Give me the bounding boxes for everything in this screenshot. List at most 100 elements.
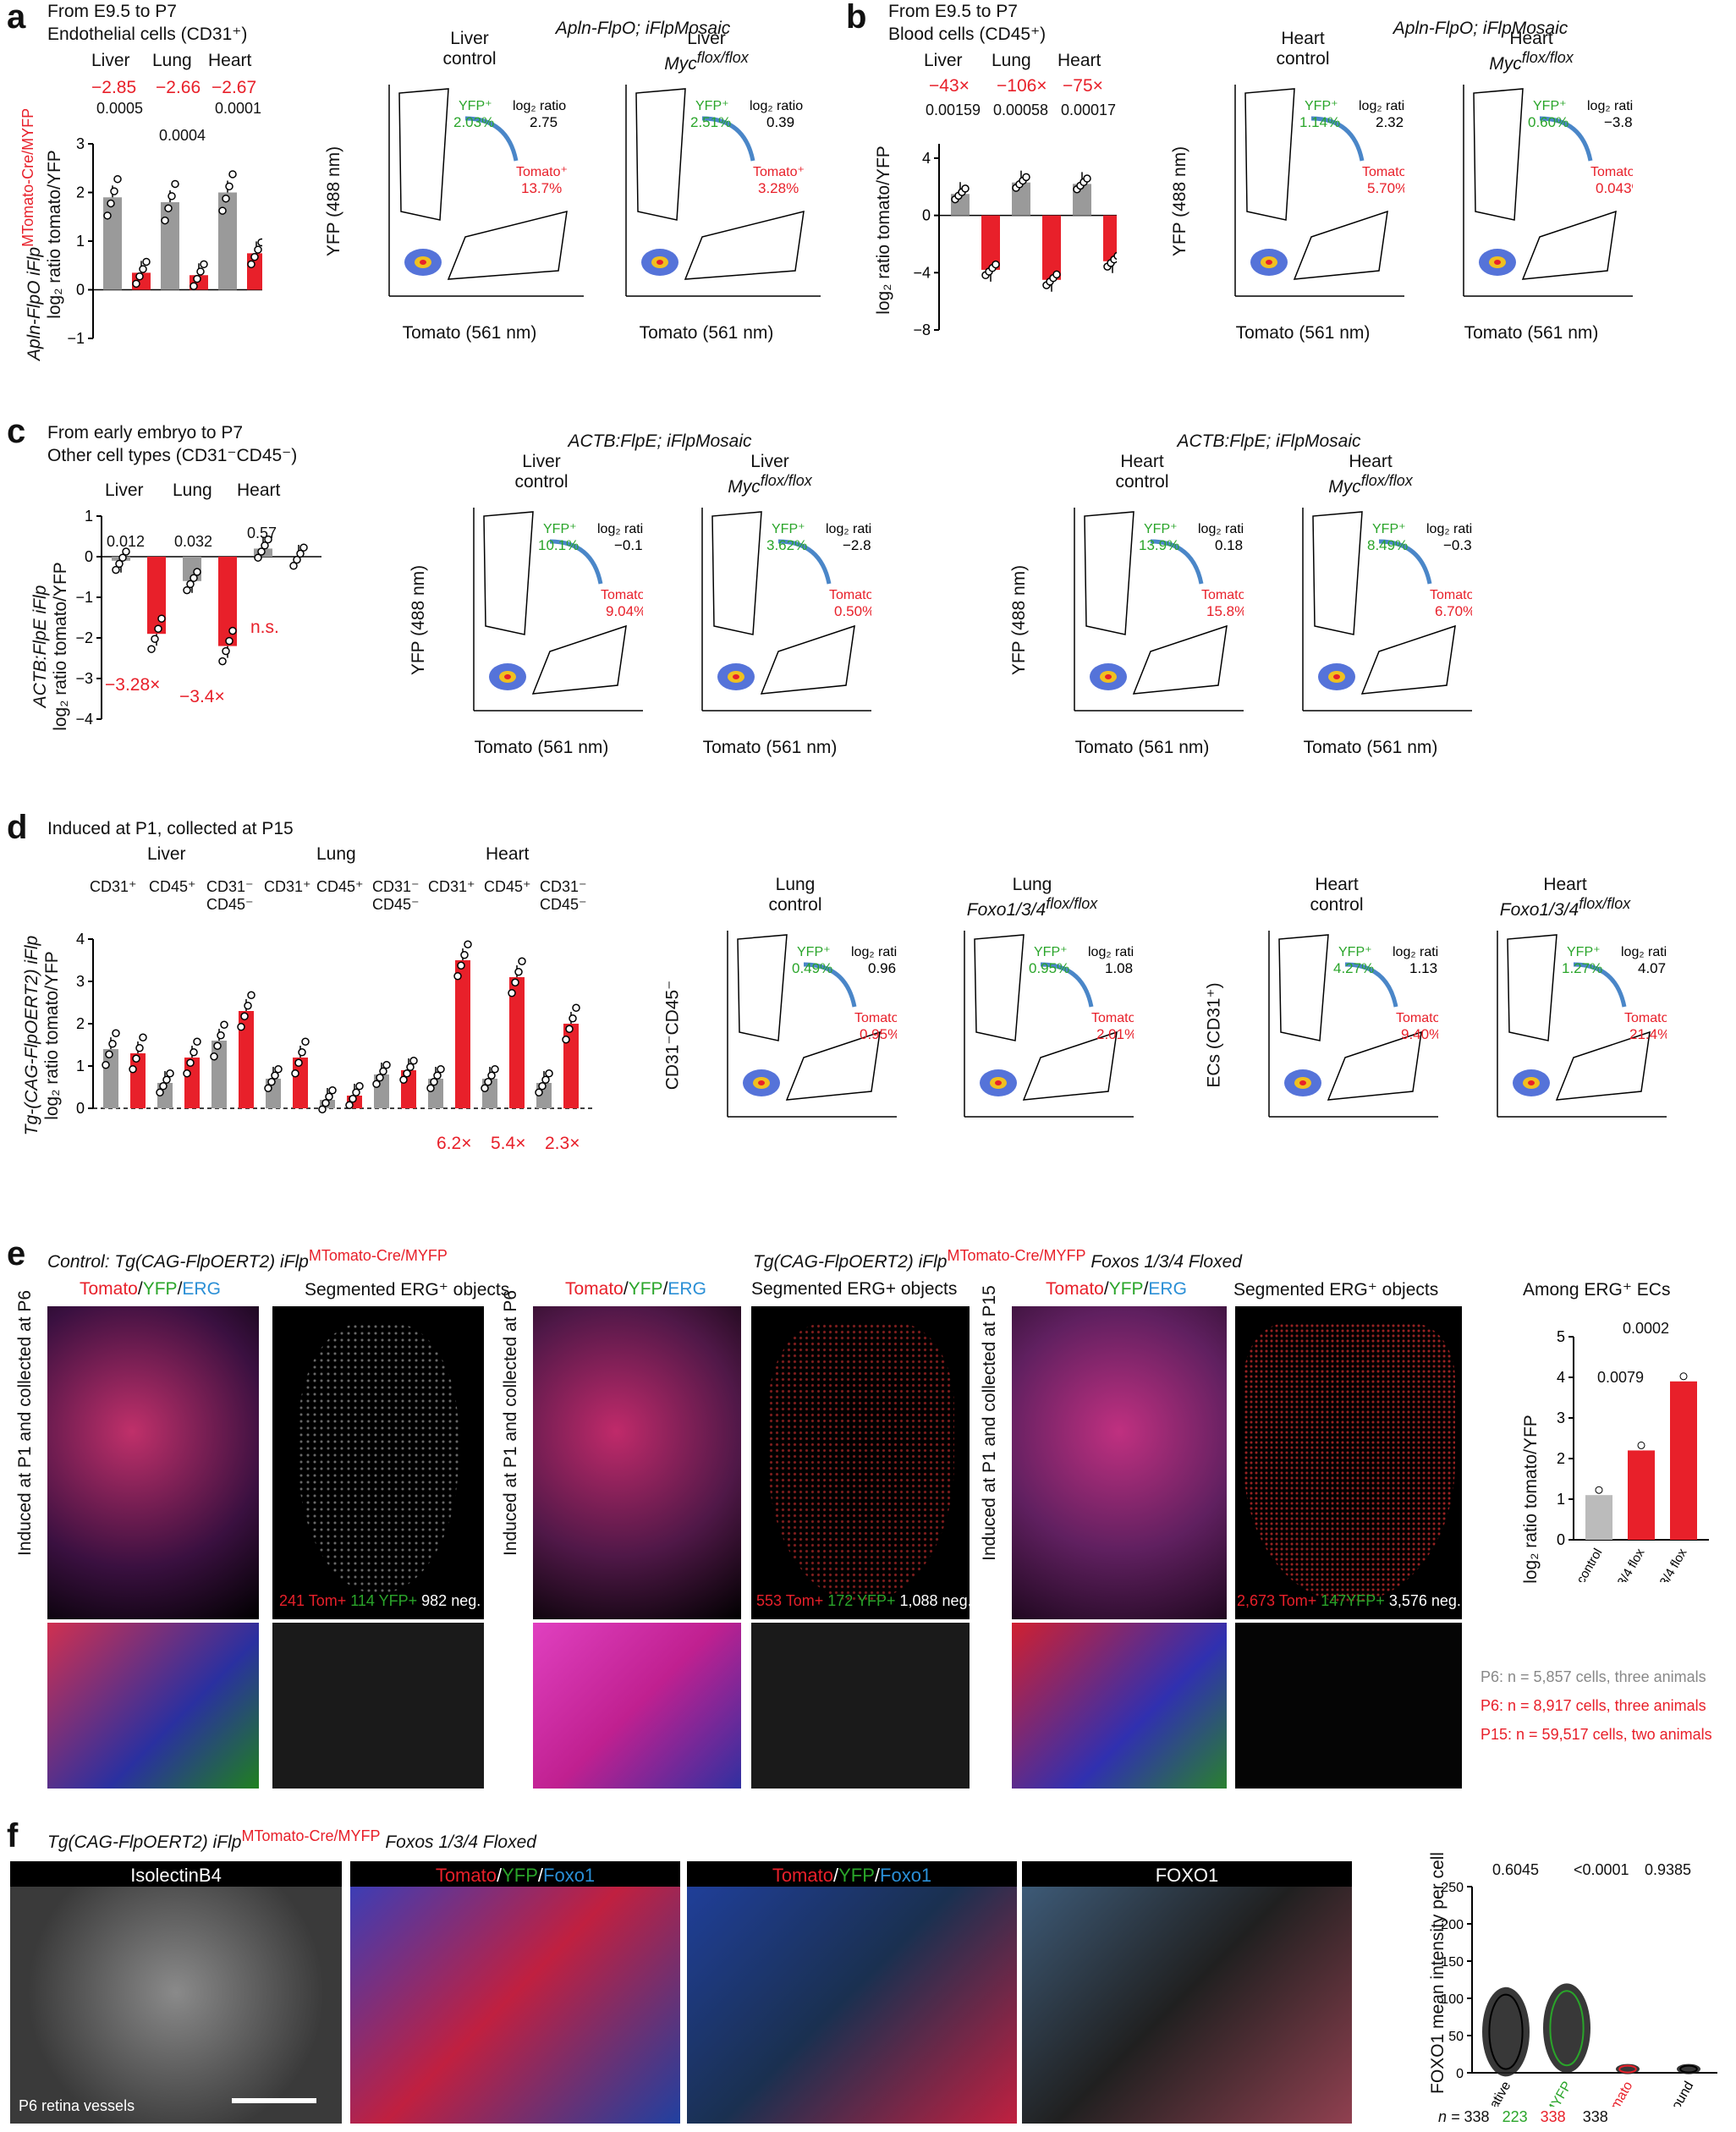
tomato-gate-label: Tomato⁺: [1201, 588, 1244, 602]
y-tick-label: 0: [76, 282, 85, 299]
data-point: [349, 1095, 357, 1103]
panel-b-organ-lung: Lung: [992, 51, 1031, 70]
panel-f-image-label-3: Tomato/YFP/Foxo1: [772, 1865, 932, 1886]
data-point: [296, 549, 305, 558]
data-point: [355, 1082, 364, 1091]
panel-c-organ-lung: Lung: [173, 481, 212, 500]
flow-plot-title: Lung Foxo1/3/4flox/flox: [966, 875, 1098, 920]
flow-cytometry-plot: YFP⁺4.27% log₂ ratio1.13 Tomato⁺9.40%: [1268, 931, 1438, 1118]
panel-e-image-3-overview: [1012, 1306, 1227, 1619]
bar: [455, 960, 470, 1108]
panel-a-flow-title: Apln-FlpO; iFlpMosaic: [555, 19, 731, 38]
tomato-gate: [1327, 1030, 1422, 1101]
flow-plot-title: Heart control: [1310, 875, 1364, 915]
celltype-heart-cd45: CD45⁺: [484, 878, 531, 895]
log2-ratio-label: log₂ ratio: [1426, 522, 1472, 536]
log2-ratio-label: log₂ ratio: [750, 99, 803, 113]
violin-outline: [1488, 1993, 1524, 2070]
log2-ratio-value: 2.75: [530, 114, 558, 130]
panel-e-image-1-segmented: [272, 1306, 484, 1619]
data-point: [213, 1041, 222, 1050]
tomato-gate-label: Tomato⁺: [516, 165, 568, 179]
data-point: [156, 1088, 164, 1096]
panel-a-p-heart: 0.0001: [215, 100, 262, 117]
log2-ratio-value: 4.07: [1638, 960, 1666, 976]
log2-ratio-label: log₂ ratio: [513, 99, 566, 113]
y-tick-label: 1: [85, 508, 93, 525]
bar: [509, 977, 525, 1108]
log2-ratio-value: 2.32: [1376, 114, 1404, 130]
data-point: [457, 961, 465, 970]
celltype-lung-cd31: CD31⁺: [264, 878, 311, 895]
panel-e-chart-title: Among ERG⁺ ECs: [1523, 1280, 1671, 1300]
yfp-gate: [483, 511, 534, 635]
panel-e-p-2: 0.0002: [1623, 1320, 1670, 1337]
panel-e-channel-label-3: Tomato/YFP/ERG: [1046, 1279, 1187, 1299]
panel-a-ylabel-line1: Apln-FlpO iFlp: [25, 246, 44, 361]
yfp-percent: 0.95%: [1029, 960, 1069, 976]
flow-x-label: Tomato (561 nm): [402, 323, 537, 343]
log2-ratio-value: −0.16: [614, 537, 643, 553]
log2-arc: [803, 962, 857, 1008]
data-point: [257, 547, 266, 556]
panel-e-seg-label-1: Segmented ERG⁺ objects: [305, 1280, 510, 1300]
data-point: [382, 1061, 391, 1069]
data-point: [151, 635, 159, 643]
y-tick-label: −8: [913, 321, 931, 338]
log2-arc: [1573, 962, 1627, 1008]
yfp-percent: 4.27%: [1333, 960, 1374, 976]
n-mtomato: 338: [1540, 2108, 1566, 2125]
data-point: [210, 1052, 218, 1061]
log2-ratio-label: log₂ ratio: [1587, 99, 1633, 113]
yfp-gate: [398, 88, 449, 221]
data-point: [541, 1075, 550, 1084]
bar: [1585, 1495, 1612, 1540]
y-tick-label: 0: [922, 207, 931, 224]
yfp-percent: 1.14%: [1299, 114, 1340, 130]
panel-b-ylabel: log₂ ratio tomato/YFP: [874, 146, 893, 315]
celltype-lung-cd45: CD45⁺: [316, 878, 364, 895]
n-myfp: 223: [1502, 2108, 1528, 2125]
panel-d-fold-1: 6.2×: [437, 1134, 472, 1153]
data-point: [161, 216, 169, 225]
data-point: [321, 1099, 330, 1107]
data-point: [298, 1048, 306, 1057]
log2-arc: [549, 539, 603, 585]
celltype-lung-dn: CD31⁻ CD45⁻: [372, 878, 420, 913]
yfp-gate: [974, 934, 1025, 1041]
panel-e-image-1-zoom-seg: [272, 1623, 484, 1789]
log2-arc: [464, 116, 519, 162]
tomato-percent: 21.4%: [1629, 1026, 1667, 1042]
data-point: [545, 1069, 553, 1078]
panel-e-note-1: P6: n = 5,857 cells, three animals: [1481, 1668, 1706, 1685]
yfp-gate: [711, 511, 762, 635]
flow-plot-title: Lung control: [768, 875, 822, 915]
data-point: [399, 1075, 408, 1084]
log2-arc: [1539, 116, 1593, 162]
panel-e-control-title-text: Control: Tg(CAG-FlpOERT2) iFlp: [47, 1252, 309, 1272]
count-tom: 241 Tom+: [279, 1592, 347, 1609]
panel-e-side-label-1: Induced at P1 and collected at P6: [15, 1289, 35, 1557]
y-tick-label: −1: [75, 589, 93, 606]
data-point: [491, 1065, 499, 1074]
data-point: [1679, 1372, 1688, 1381]
data-point: [142, 257, 151, 266]
panel-e-channel-label-2: Tomato/YFP/ERG: [565, 1279, 706, 1299]
panel-a-fold-liver: −2.85: [91, 78, 137, 97]
data-point: [186, 580, 195, 589]
tomato-percent: 0.95%: [860, 1026, 897, 1042]
panel-a-title-2: Endothelial cells (CD31⁺): [47, 25, 248, 44]
data-point: [325, 1092, 333, 1101]
log2-arc: [1040, 962, 1094, 1008]
log2-ratio-value: −3.8: [1604, 114, 1633, 130]
flow-x-label: Tomato (561 nm): [639, 323, 774, 343]
data-point: [132, 1054, 140, 1063]
count-tom: 553 Tom+: [756, 1592, 824, 1609]
count-yfp: 147YFP+: [1321, 1592, 1385, 1609]
n-prefix: n =: [1438, 2108, 1464, 2125]
data-point: [301, 1037, 310, 1046]
panel-e-channel-label-1: Tomato/YFP/ERG: [80, 1279, 221, 1299]
panel-d-celltypes: CD31⁺ CD45⁺ CD31⁻ CD45⁻ CD31⁺ CD45⁺ CD31…: [90, 878, 597, 913]
panel-f-image-merge-1: Tomato/YFP/Foxo1: [350, 1861, 680, 2124]
